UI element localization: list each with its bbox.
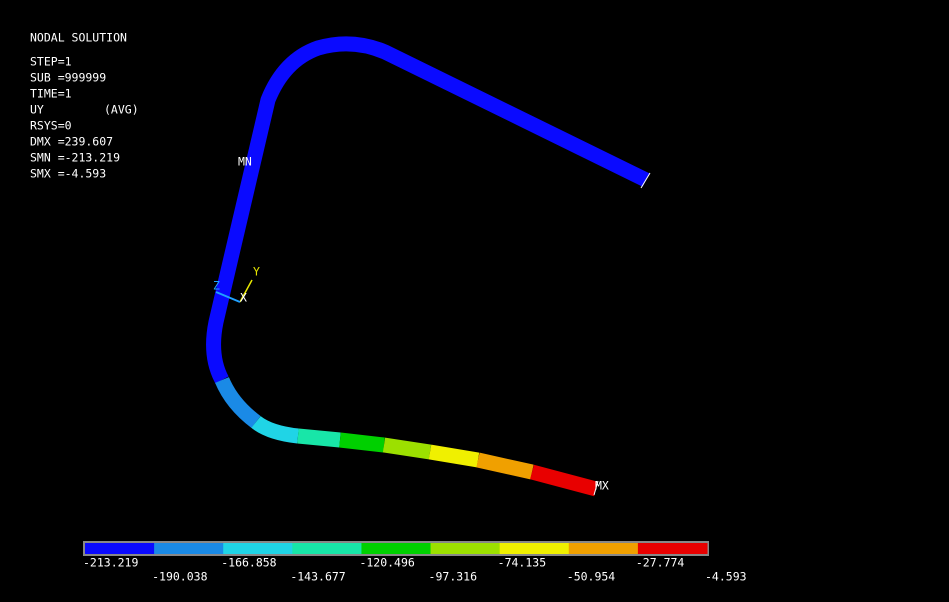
legend-swatch bbox=[223, 543, 293, 554]
pipe-segment bbox=[297, 428, 341, 448]
info-line: (AVG) bbox=[104, 103, 139, 117]
legend-label: -4.593 bbox=[705, 570, 747, 584]
legend-swatch bbox=[637, 543, 708, 554]
pipe-segment bbox=[215, 376, 261, 428]
legend-label: -50.954 bbox=[567, 570, 616, 584]
pipe-segment bbox=[251, 415, 299, 444]
info-line: STEP=1 bbox=[30, 55, 72, 69]
legend-label: -190.038 bbox=[152, 570, 207, 584]
pipe-segment bbox=[428, 444, 480, 468]
legend-swatch bbox=[499, 543, 570, 554]
info-line: SMX =-4.593 bbox=[30, 167, 106, 181]
legend: -213.219 -190.038 -166.858 -143.677 -120.496… bbox=[83, 543, 747, 584]
triad-y-axis bbox=[239, 279, 253, 303]
legend-label: -166.858 bbox=[221, 556, 276, 570]
triad-z-axis bbox=[215, 291, 241, 303]
triad-label: Z bbox=[213, 279, 220, 293]
legend-label: -27.774 bbox=[636, 556, 685, 570]
pipe-segment bbox=[476, 452, 534, 480]
pipe-segment bbox=[382, 437, 432, 460]
legend-swatch bbox=[361, 543, 432, 554]
pipe-segment bbox=[339, 432, 385, 453]
legend-swatch bbox=[85, 543, 155, 554]
triad-label: X bbox=[240, 291, 247, 305]
triad: Y X Z bbox=[213, 265, 260, 305]
legend-swatch bbox=[568, 543, 639, 554]
info-line: UY bbox=[30, 103, 44, 117]
min-marker: MN bbox=[238, 155, 252, 169]
pipe bbox=[206, 36, 651, 497]
info-line: SUB =999999 bbox=[30, 71, 106, 85]
pipe-segment bbox=[530, 464, 598, 497]
max-marker: MX bbox=[595, 479, 609, 493]
pipe-segment bbox=[206, 36, 650, 384]
info-line: DMX =239.607 bbox=[30, 135, 113, 149]
legend-label: -120.496 bbox=[359, 556, 414, 570]
legend-label: -143.677 bbox=[290, 570, 345, 584]
pipe-end bbox=[593, 480, 599, 496]
legend-swatch bbox=[292, 543, 362, 554]
legend-label: -74.135 bbox=[498, 556, 546, 570]
info-line: SMN =-213.219 bbox=[30, 151, 120, 165]
legend-label: -97.316 bbox=[429, 570, 478, 584]
legend-swatch bbox=[154, 543, 224, 554]
legend-swatch bbox=[430, 543, 501, 554]
info-line: RSYS=0 bbox=[30, 119, 72, 133]
legend-label: -213.219 bbox=[83, 556, 138, 570]
triad-label: Y bbox=[253, 265, 260, 279]
info-title: NODAL SOLUTION bbox=[30, 31, 127, 45]
info-line: TIME=1 bbox=[30, 87, 72, 101]
pipe-end bbox=[640, 172, 651, 189]
